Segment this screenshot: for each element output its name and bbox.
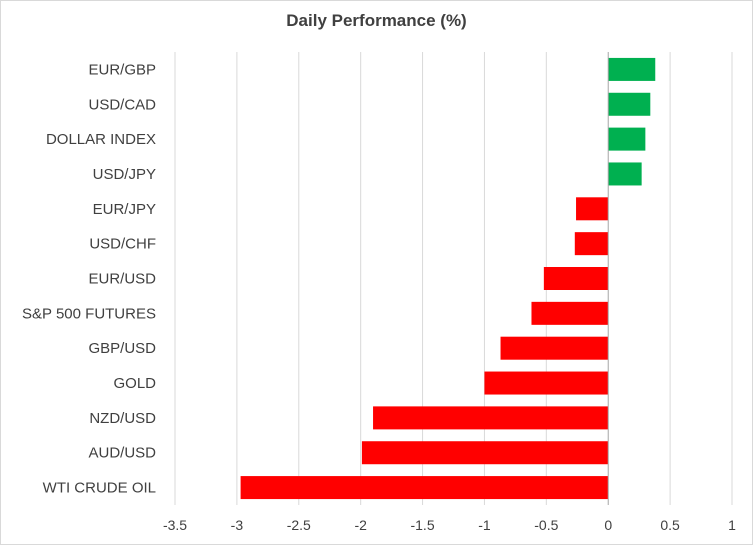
category-label: WTI CRUDE OIL (43, 480, 156, 497)
bar (500, 336, 609, 360)
x-tick-label: 0 (604, 517, 612, 533)
category-label: EUR/GBP (88, 61, 156, 78)
x-tick-label: -3.5 (163, 517, 187, 533)
category-label: EUR/JPY (93, 201, 156, 218)
x-tick-label: 0.5 (660, 517, 680, 533)
x-tick-label: -1.5 (410, 517, 434, 533)
category-label: AUD/USD (88, 445, 156, 462)
category-label: S&P 500 FUTURES (22, 305, 156, 322)
bar (608, 57, 656, 81)
category-label: NZD/USD (89, 410, 156, 427)
bar (531, 301, 609, 325)
bar (484, 371, 609, 395)
bars (240, 57, 656, 500)
bar (608, 127, 646, 151)
category-label: USD/JPY (93, 166, 156, 183)
x-tick-label: -2 (354, 517, 367, 533)
category-label: GBP/USD (88, 340, 156, 357)
x-tick-label: -0.5 (534, 517, 558, 533)
bar (373, 406, 609, 430)
bar (574, 232, 609, 256)
category-label: DOLLAR INDEX (46, 131, 156, 148)
category-label: GOLD (113, 375, 156, 392)
chart-title: Daily Performance (%) (286, 11, 467, 30)
x-tick-label: 1 (728, 517, 736, 533)
category-label: USD/CHF (89, 236, 156, 253)
category-label: USD/CAD (88, 96, 156, 113)
gridlines (174, 52, 733, 505)
bar (361, 441, 609, 465)
bar (240, 476, 609, 500)
category-label: EUR/USD (88, 271, 156, 288)
bar (576, 197, 609, 221)
x-tick-label: -2.5 (287, 517, 311, 533)
x-tick-label: -1 (478, 517, 491, 533)
bar (543, 267, 609, 290)
x-tick-labels: -3.5 -3 -2.5 -2 -1.5 -1 -0.5 0 0.5 1 (163, 517, 736, 533)
x-tick-label: -3 (231, 517, 244, 533)
category-labels: EUR/GBP USD/CAD DOLLAR INDEX USD/JPY EUR/JPY… (22, 61, 156, 496)
bar (608, 92, 651, 116)
bar (608, 162, 642, 186)
